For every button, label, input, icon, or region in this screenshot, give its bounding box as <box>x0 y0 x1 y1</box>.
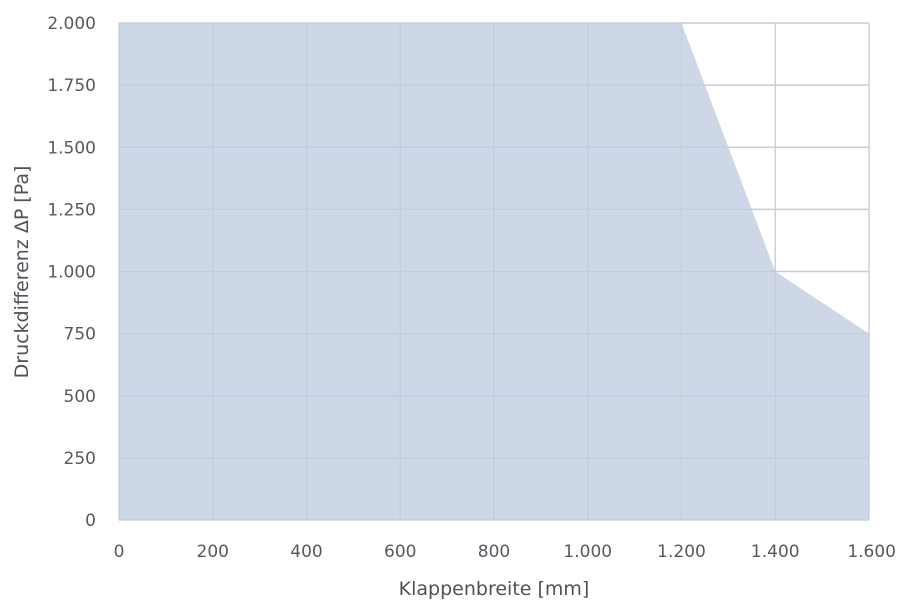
x-tick-label: 400 <box>290 542 322 562</box>
y-axis-ticks: 0 250 500 750 1.000 1.250 1.500 1.750 2.000 <box>47 14 96 531</box>
y-tick-label: 2.000 <box>47 14 96 34</box>
x-tick-label: 200 <box>197 542 229 562</box>
y-axis-label: Druckdifferenz ΔP [Pa] <box>11 166 33 379</box>
y-tick-label: 1.500 <box>47 138 96 158</box>
x-tick-label: 1.000 <box>563 542 612 562</box>
y-tick-label: 1.000 <box>47 263 96 283</box>
x-tick-label: 0 <box>114 542 125 562</box>
x-tick-label: 1.200 <box>657 542 706 562</box>
y-tick-label: 250 <box>64 449 96 469</box>
y-tick-label: 750 <box>64 325 96 345</box>
y-tick-label: 500 <box>64 387 96 407</box>
y-tick-label: 0 <box>85 511 96 531</box>
x-tick-label: 1.600 <box>847 542 896 562</box>
x-tick-label: 600 <box>384 542 416 562</box>
y-tick-label: 1.750 <box>47 76 96 96</box>
x-axis-ticks: 0 200 400 600 800 1.000 1.200 1.400 1.600 <box>114 542 896 562</box>
x-axis-label: Klappenbreite [mm] <box>399 578 590 600</box>
x-tick-label: 800 <box>478 542 510 562</box>
y-tick-label: 1.250 <box>47 200 96 220</box>
grid-overlay <box>118 22 870 521</box>
x-tick-label: 1.400 <box>751 542 800 562</box>
